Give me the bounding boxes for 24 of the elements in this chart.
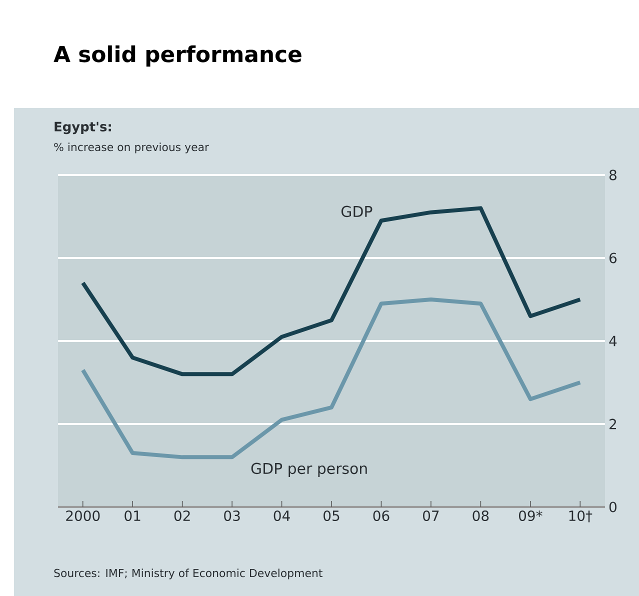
y-tick-label: 8 — [609, 170, 616, 180]
series-label: GDP — [341, 206, 372, 218]
x-tick-label: 06 — [373, 510, 390, 522]
chart-subtitle: Egypt's: — [54, 122, 111, 134]
y-tick-label: 0 — [609, 502, 616, 512]
x-tick-label: 10† — [569, 510, 592, 522]
text: % increase on previous year — [54, 142, 210, 154]
x-tick-label: 07 — [423, 510, 439, 522]
x-tick-label: 09* — [518, 510, 542, 522]
y-tick-label: 4 — [609, 336, 617, 346]
x-tick-label: 01 — [124, 510, 140, 522]
line-series — [80, 297, 582, 460]
x-tick-label: 03 — [224, 510, 240, 522]
source-note: Sources: IMF; Ministry of Economic Development — [54, 568, 322, 580]
series-label: GDP per person — [251, 462, 367, 477]
line-series — [80, 206, 582, 376]
chart-title: A solid performance — [54, 45, 302, 67]
y-tick-label: 2 — [610, 418, 616, 430]
y-tick-label: 6 — [609, 252, 617, 264]
x-tick-label: 04 — [274, 510, 290, 522]
x-tick-label: 2000 — [66, 510, 100, 522]
x-tick-label: 08 — [472, 510, 489, 522]
x-tick-label: 05 — [324, 510, 340, 522]
x-tick-label: 02 — [174, 510, 190, 522]
